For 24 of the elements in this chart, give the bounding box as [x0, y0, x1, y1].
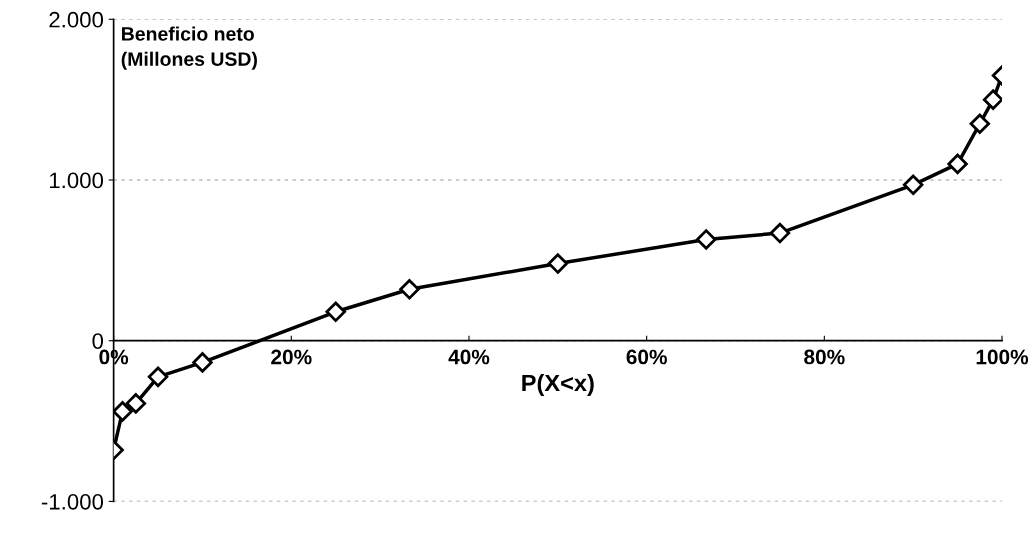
point [695, 229, 717, 250]
x-tick-label: 100% [976, 349, 1029, 365]
y-axis-title: Beneficio neto (Millones USD) [121, 26, 257, 70]
x-axis-title: P(X<x) [522, 374, 594, 397]
y-tick-label: 2.000 [49, 11, 104, 28]
point [125, 393, 147, 414]
x-tick-label: 60% [626, 349, 667, 365]
point [947, 153, 968, 175]
y-tick-label: 1.000 [50, 172, 104, 189]
point [192, 352, 213, 373]
point [147, 366, 169, 388]
point [547, 253, 569, 274]
point [769, 222, 791, 244]
y-tick-label: -1.000 [41, 493, 104, 510]
point [325, 301, 346, 322]
point [399, 279, 420, 300]
x-tick-label: 80% [804, 349, 845, 365]
x-tick-label: 40% [448, 349, 490, 365]
y-tick-label: 0 [92, 333, 104, 349]
point [902, 174, 924, 196]
x-tick-label: 20% [271, 349, 312, 365]
point [969, 113, 991, 134]
point [113, 401, 133, 422]
point [982, 89, 1003, 110]
